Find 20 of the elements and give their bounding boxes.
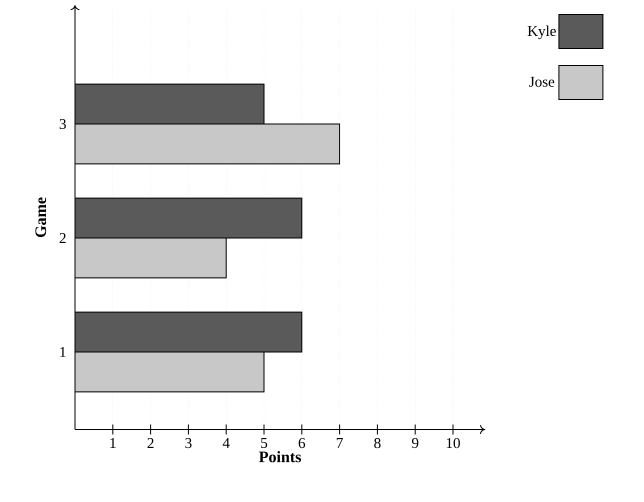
y-tick-label: 3	[60, 118, 66, 130]
x-axis-title: Points	[259, 451, 302, 462]
bar	[75, 312, 302, 352]
bar	[75, 84, 265, 124]
x-tick-label: 6	[298, 438, 306, 448]
bar	[75, 198, 302, 238]
x-tick-label: 5	[261, 438, 268, 448]
x-tick-label: 4	[222, 438, 230, 448]
x-tick-label: 2	[148, 438, 154, 448]
x-tick-label: 3	[185, 438, 192, 448]
x-tick-label: 8	[374, 438, 381, 448]
x-tick-label: 9	[412, 438, 418, 448]
y-axis-title: Game	[35, 197, 46, 238]
x-tick-label: 7	[336, 438, 343, 448]
x-tick-label: 1	[110, 438, 116, 448]
y-tick-label: 2	[60, 233, 66, 243]
y-tick-label: 1	[60, 347, 66, 357]
legend-label: Kyle	[528, 26, 556, 40]
legend-label: Jose	[529, 76, 554, 87]
x-tick-label: 10	[446, 438, 460, 448]
